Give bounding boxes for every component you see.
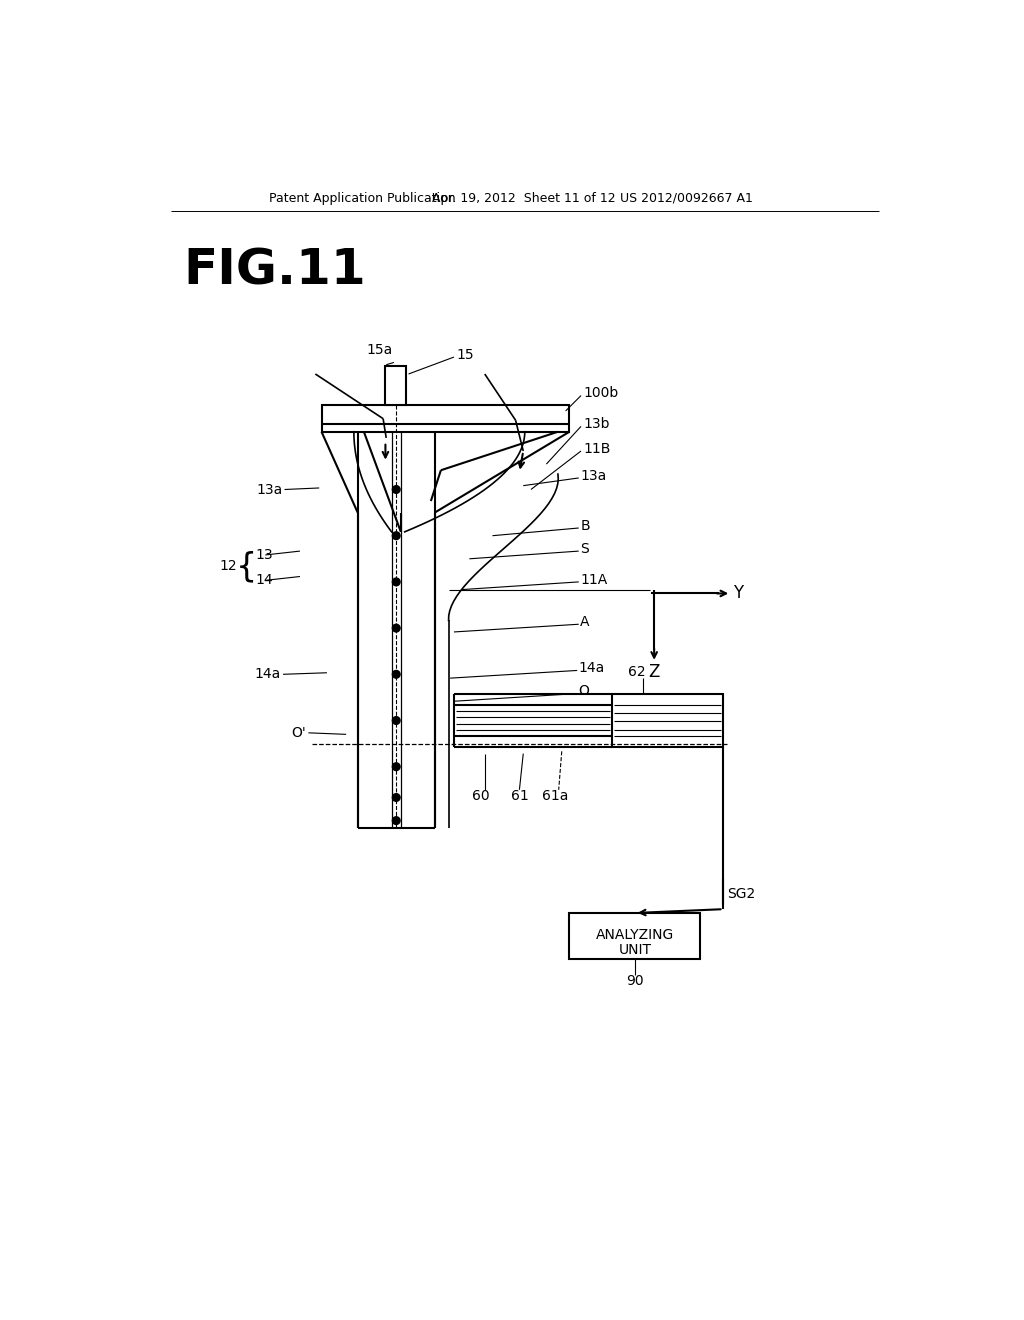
Text: 14a: 14a (579, 661, 605, 675)
Text: {: { (236, 550, 257, 583)
Text: Y: Y (733, 585, 742, 602)
Circle shape (392, 532, 400, 540)
Text: Apr. 19, 2012  Sheet 11 of 12: Apr. 19, 2012 Sheet 11 of 12 (432, 191, 616, 205)
Bar (569, 913, 700, 960)
Text: Z: Z (648, 663, 659, 681)
Text: 13a: 13a (581, 469, 606, 483)
Text: 61a: 61a (543, 789, 568, 803)
Bar (611, 693, 724, 747)
Text: 100b: 100b (584, 387, 618, 400)
Text: 14a: 14a (254, 668, 281, 681)
Circle shape (392, 671, 400, 678)
Bar (385, 367, 407, 405)
Text: S: S (581, 541, 589, 556)
Text: UNIT: UNIT (618, 942, 651, 957)
Text: 90: 90 (626, 974, 644, 987)
Text: FIG.11: FIG.11 (183, 246, 366, 294)
Text: O: O (579, 684, 590, 698)
Text: ANALYZING: ANALYZING (596, 928, 674, 941)
Text: 15: 15 (457, 347, 474, 362)
Circle shape (392, 817, 400, 825)
Text: B: B (581, 519, 590, 533)
Text: 12: 12 (219, 560, 237, 573)
Text: 61: 61 (511, 789, 528, 803)
Text: 62: 62 (629, 665, 646, 678)
Text: 15a: 15a (367, 343, 392, 358)
Text: 11A: 11A (581, 573, 607, 586)
Text: 60: 60 (472, 789, 489, 803)
Text: Patent Application Publication: Patent Application Publication (269, 191, 456, 205)
Text: US 2012/0092667 A1: US 2012/0092667 A1 (620, 191, 753, 205)
Text: 11B: 11B (584, 442, 610, 455)
Text: 14: 14 (255, 573, 273, 587)
Text: O': O' (292, 726, 306, 739)
Text: 13: 13 (255, 548, 273, 562)
Circle shape (392, 624, 400, 632)
Circle shape (392, 578, 400, 586)
Circle shape (392, 793, 400, 801)
Text: SG2: SG2 (727, 887, 756, 900)
Circle shape (392, 486, 400, 494)
Text: A: A (581, 615, 590, 628)
Circle shape (392, 763, 400, 771)
Bar (322, 405, 569, 432)
Text: 13a: 13a (256, 483, 283, 496)
Circle shape (392, 717, 400, 725)
Text: 13b: 13b (584, 417, 610, 432)
